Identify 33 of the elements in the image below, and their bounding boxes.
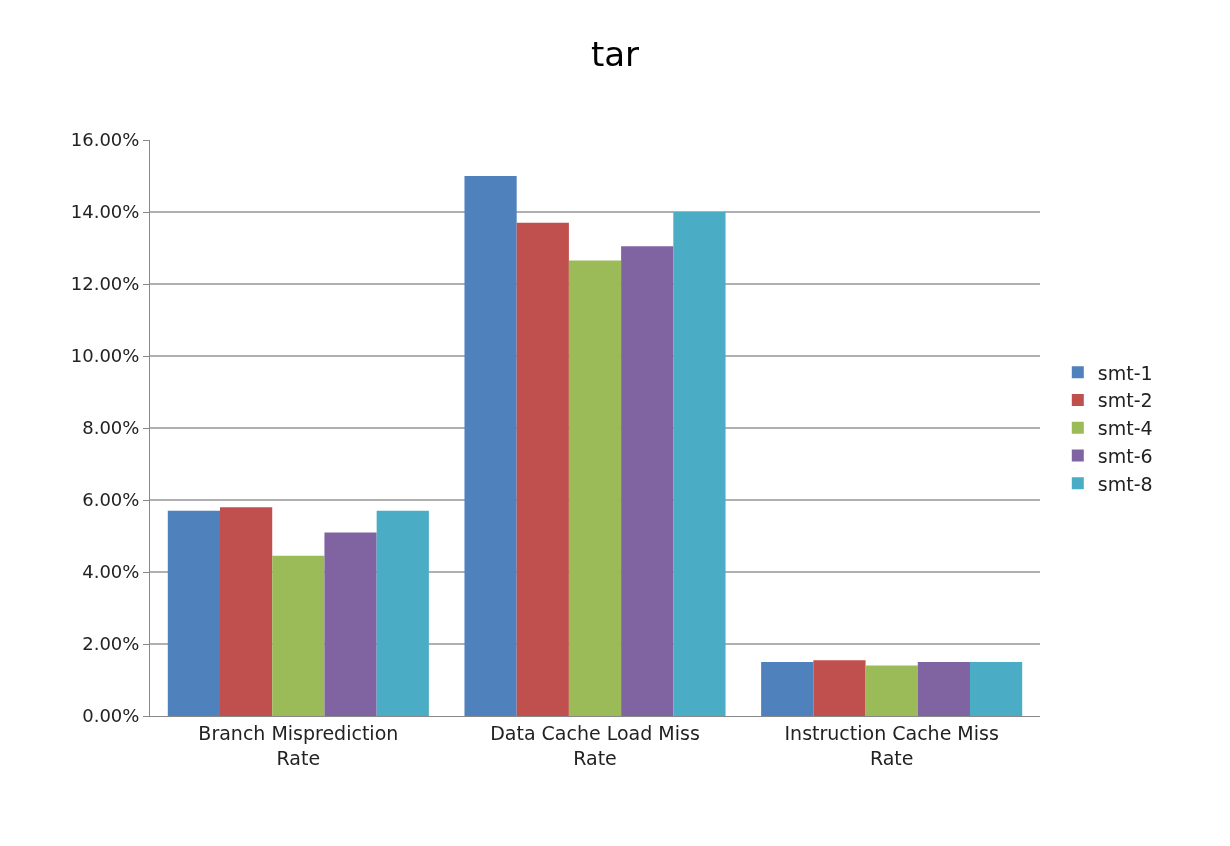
bar [865,665,918,716]
y-tick-label: 12.00% [70,273,140,295]
y-tick-label: 6.00% [82,489,140,511]
y-tick-label: 8.00% [82,417,140,439]
bar [464,176,517,716]
y-tick-label: 14.00% [70,201,140,223]
bar [220,507,273,716]
y-tick-label: 0.00% [82,705,140,727]
bar [272,555,325,716]
bar [516,222,569,716]
x-tick-label: Data Cache Load Miss Rate [490,721,700,769]
legend-label: smt-8 [1097,472,1153,495]
legend-label: smt-2 [1097,389,1153,412]
legend-label: smt-6 [1097,444,1153,467]
bar [324,532,377,716]
bar [568,260,622,716]
x-tick-label: Branch Misprediction Rate [198,721,399,769]
y-tick-label: 10.00% [70,345,140,367]
y-tick-label: 2.00% [82,633,140,655]
bar [621,246,674,716]
y-tick-label: 16.00% [70,129,140,151]
bar [917,662,970,716]
x-tick-label: Instruction Cache Miss Rate [784,721,999,769]
bar [761,662,814,716]
legend-label: smt-4 [1097,417,1153,440]
bar [969,662,1023,716]
bar [813,660,866,716]
y-tick-label: 4.00% [82,561,140,583]
chart-title: tar [590,34,640,75]
bar [376,510,429,716]
legend-label: smt-1 [1097,361,1153,384]
bar [167,510,221,716]
bar [673,212,726,716]
